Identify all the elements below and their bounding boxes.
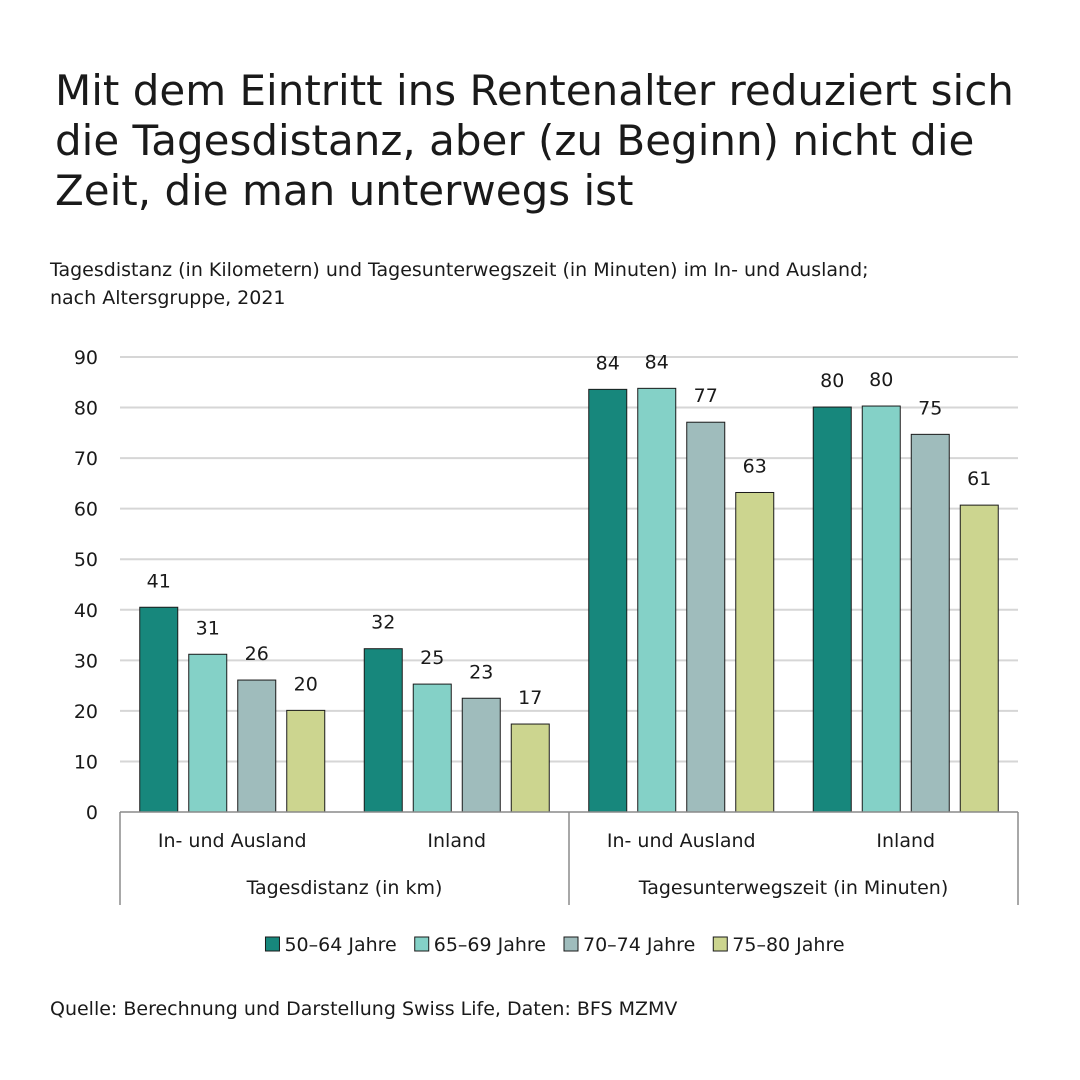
y-tick-label: 80	[74, 398, 98, 420]
y-axis: 0 10 20 30 40 50 60 70 80 90	[74, 347, 98, 824]
bar	[237, 679, 277, 813]
data-label: 61	[967, 468, 991, 490]
x-axis: In- und Ausland Inland In- und Ausland Inla…	[119, 811, 1019, 905]
data-label: 17	[518, 687, 542, 709]
data-label: 25	[420, 647, 444, 669]
legend-label: 50–64 Jahre	[284, 934, 396, 956]
legend-swatch	[712, 936, 728, 952]
bar	[910, 433, 950, 813]
y-tick-label: 30	[74, 650, 98, 672]
bars: 41 31 26 20 32 25 23 17 84 84 77 63 80 80 75 61	[139, 351, 999, 813]
bar	[139, 606, 179, 813]
data-label: 20	[294, 673, 318, 695]
x-category-label: In- und Ausland	[607, 830, 756, 852]
bar	[861, 405, 901, 813]
data-label: 80	[820, 370, 844, 392]
chart-subtitle: Tagesdistanz (in Kilometern) und Tagesun…	[50, 256, 1050, 312]
y-tick-label: 60	[74, 499, 98, 521]
subtitle-line-1: Tagesdistanz (in Kilometern) und Tagesun…	[50, 259, 869, 281]
legend-label: 70–74 Jahre	[583, 934, 695, 956]
bar	[363, 648, 403, 813]
data-label: 80	[869, 369, 893, 391]
bar	[686, 421, 726, 813]
y-tick-label: 20	[74, 701, 98, 723]
legend-label: 75–80 Jahre	[732, 934, 844, 956]
bar	[735, 491, 775, 813]
y-tick-label: 40	[74, 600, 98, 622]
x-category-label: Inland	[876, 830, 935, 852]
bar	[286, 709, 326, 813]
legend-swatch	[563, 936, 579, 952]
x-category-label: Inland	[427, 830, 486, 852]
data-label: 84	[645, 351, 669, 373]
legend: 50–64 Jahre 65–69 Jahre 70–74 Jahre 75–80 J…	[264, 934, 845, 956]
legend-swatch	[414, 936, 430, 952]
chart-title: Mit dem Eintritt ins Rentenalter reduzie…	[55, 66, 1014, 215]
legend-swatch	[264, 936, 280, 952]
subtitle-line-2: nach Altersgruppe, 2021	[50, 287, 286, 309]
data-label: 32	[371, 612, 395, 634]
legend-label: 65–69 Jahre	[434, 934, 546, 956]
y-tick-label: 50	[74, 549, 98, 571]
bar	[412, 683, 452, 813]
y-tick-label: 10	[74, 751, 98, 773]
data-label: 77	[694, 385, 718, 407]
y-tick-label: 70	[74, 448, 98, 470]
bar	[188, 653, 228, 813]
data-label: 31	[196, 617, 220, 639]
source-note: Quelle: Berechnung und Darstellung Swiss…	[50, 998, 678, 1020]
x-group-label: Tagesunterwegszeit (in Minuten)	[638, 877, 949, 899]
y-tick-label: 90	[74, 347, 98, 369]
data-label: 63	[743, 455, 767, 477]
x-group-label: Tagesdistanz (in km)	[246, 877, 443, 899]
data-label: 75	[918, 397, 942, 419]
bar	[588, 388, 628, 813]
bar	[812, 406, 852, 813]
bar	[461, 697, 501, 813]
data-label: 41	[147, 570, 171, 592]
data-label: 23	[469, 661, 493, 683]
bar	[637, 387, 677, 813]
bar	[510, 723, 550, 813]
data-label: 26	[245, 643, 269, 665]
y-tick-label: 0	[86, 802, 98, 824]
data-label: 84	[596, 352, 620, 374]
bar	[959, 504, 999, 813]
x-category-label: In- und Ausland	[158, 830, 307, 852]
